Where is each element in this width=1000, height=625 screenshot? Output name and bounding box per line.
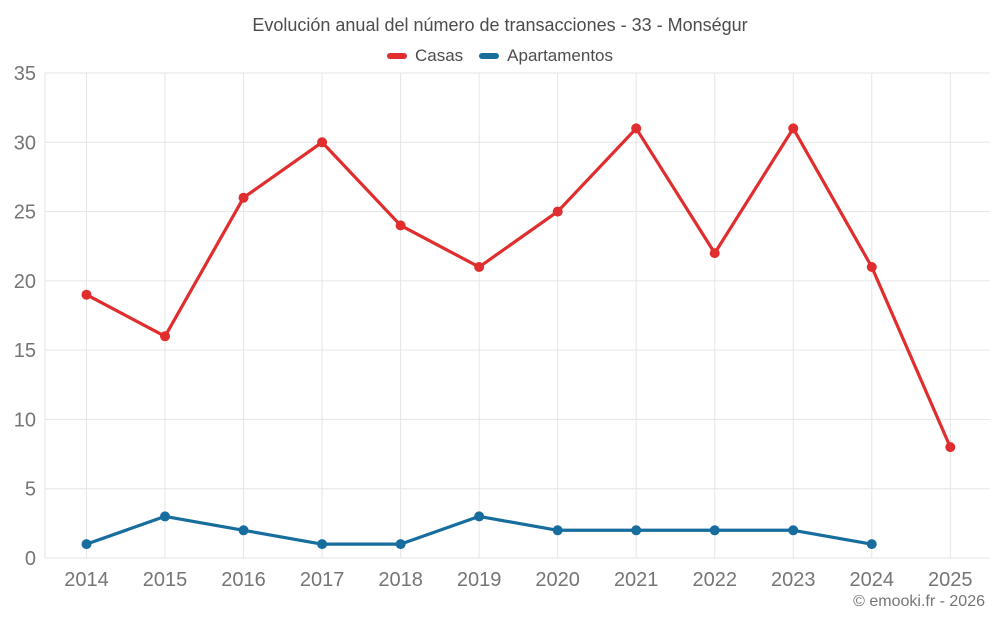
apartamentos-point-2017[interactable] [317,539,328,550]
casas-point-2014[interactable] [81,289,92,300]
apartamentos-point-2024[interactable] [866,539,877,550]
casas-point-2020[interactable] [552,206,563,217]
apartamentos-point-2015[interactable] [160,511,171,522]
apartamentos-legend-swatch [479,53,500,59]
x-axis-label: 2018 [378,569,423,591]
casas-line [84,126,952,449]
casas-point-2019[interactable] [474,262,485,272]
x-axis-label: 2022 [692,569,737,591]
apartamentos-legend-label: Apartamentos [507,46,614,65]
casas-point-2016[interactable] [238,192,249,203]
apartamentos-point-2020[interactable] [552,525,563,536]
casas-point-2015[interactable] [160,331,171,342]
apartamentos-point-2021[interactable] [631,525,642,536]
apartamentos-point-2023[interactable] [788,525,799,536]
y-axis-label: 10 [14,409,36,431]
x-axis-label: 2025 [928,569,973,591]
y-axis-label: 5 [25,479,36,501]
x-axis-label: 2014 [64,569,109,591]
x-axis-label: 2019 [457,569,502,591]
y-axis-label: 35 [14,63,36,85]
x-axis-label: 2023 [771,569,816,591]
y-axis-label: 25 [14,202,36,224]
x-axis-label: 2017 [300,569,345,591]
casas-point-2022[interactable] [709,248,720,259]
legend-item-apartamentos[interactable]: Apartamentos [479,46,613,66]
y-axis-label: 20 [14,271,36,293]
x-axis-label: 2024 [850,569,895,591]
x-axis-label: 2015 [143,569,188,591]
apartamentos-point-2019[interactable] [474,511,485,522]
casas-legend-swatch [386,53,407,59]
casas-legend-label: Casas [414,46,464,65]
y-axis-label: 0 [25,548,36,570]
legend-item-casas[interactable]: Casas [386,46,464,66]
copyright: © emooki.fr - 2026 [853,593,985,610]
casas-point-2024[interactable] [866,262,877,272]
apartamentos-point-2018[interactable] [395,539,406,550]
casas-point-2023[interactable] [788,123,799,134]
casas-point-2021[interactable] [631,123,642,134]
y-axis-label: 15 [14,340,36,362]
casas-point-2017[interactable] [317,137,328,148]
x-axis-label: 2020 [535,569,580,591]
casas-point-2018[interactable] [395,220,406,231]
chart-title: Evolución anual del número de transaccio… [252,15,748,35]
apartamentos-point-2014[interactable] [81,539,92,550]
x-axis-label: 2016 [221,569,266,591]
apartamentos-point-2022[interactable] [709,525,720,536]
casas-point-2025[interactable] [945,442,956,453]
y-axis-label: 30 [14,132,36,154]
apartamentos-point-2016[interactable] [238,525,249,536]
x-axis-label: 2021 [614,569,659,591]
chart-legend: Casas Apartamentos [0,44,1000,68]
